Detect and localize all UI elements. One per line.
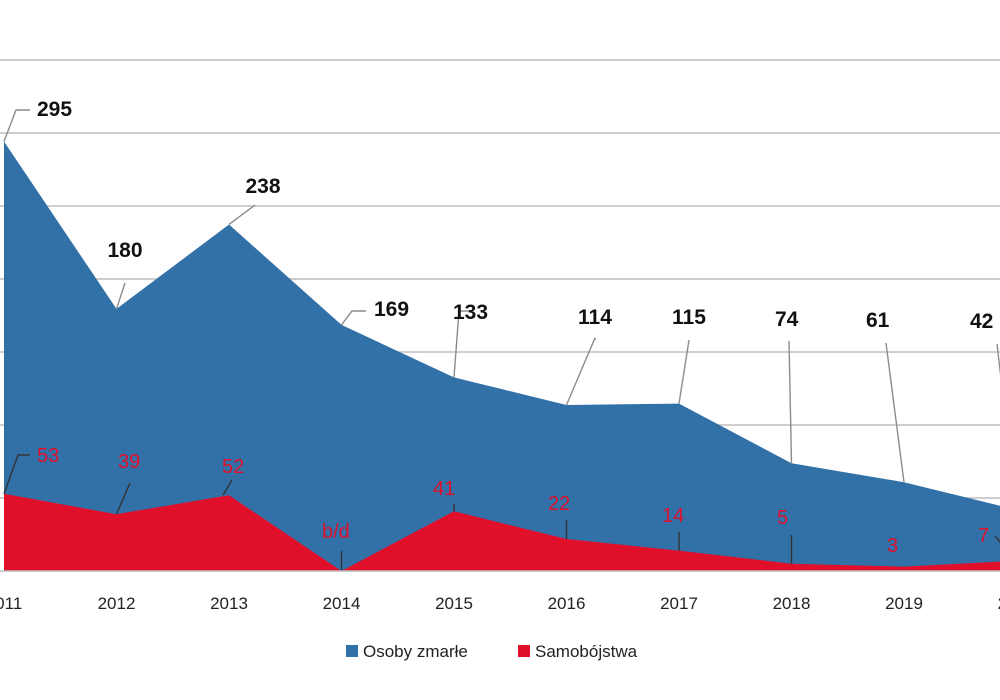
data-label-osoby-2017: 115 <box>672 306 706 329</box>
legend-label-osoby-zmarle: Osoby zmarłe <box>363 642 468 661</box>
data-label-samobojstwa-2015: 41 <box>433 478 455 500</box>
leader-line-osoby-2012 <box>115 282 126 310</box>
leader-line-osoby-2018 <box>788 340 793 464</box>
x-tick-label-2019: 2019 <box>885 594 923 613</box>
data-label-osoby-2014: 169 <box>374 298 409 321</box>
x-tick-label-2018: 2018 <box>773 594 811 613</box>
area-series <box>4 141 1000 571</box>
x-tick-label-2016: 2016 <box>548 594 586 613</box>
legend: Osoby zmarłe Samobójstwa <box>346 642 638 661</box>
data-label-samobojstwa-2013: 52 <box>222 456 244 478</box>
area-samobojstwa <box>4 493 1000 571</box>
leader-line-osoby-2014 <box>340 310 366 326</box>
leader-line-samobojstwa-2012 <box>115 482 131 515</box>
x-tick-label-2015: 2015 <box>435 594 473 613</box>
leader-line-samobojstwa-2013 <box>222 479 233 496</box>
data-label-osoby-2012: 180 <box>107 239 142 262</box>
x-axis: 2011 2012 2013 2014 2015 2016 2017 2018 2019 2020 <box>0 570 1000 613</box>
legend-label-samobojstwa: Samobójstwa <box>535 642 638 661</box>
x-tick-label-2014: 2014 <box>323 594 361 613</box>
data-label-osoby-2013: 238 <box>245 175 280 198</box>
data-label-samobojstwa-2014: b/d <box>322 521 350 543</box>
leader-line-osoby-2016 <box>565 337 596 406</box>
x-tick-label-2017: 2017 <box>660 594 698 613</box>
leader-line-osoby-2017 <box>678 339 690 404</box>
legend-swatch-osoby-zmarle <box>346 645 358 657</box>
leader-line-osoby-2019 <box>885 342 905 483</box>
leader-line-samobojstwa-2011 <box>3 454 30 495</box>
data-label-samobojstwa-2016: 22 <box>548 493 570 515</box>
leader-line-osoby-2013 <box>228 204 256 226</box>
data-label-samobojstwa-2017: 14 <box>662 505 684 527</box>
data-label-osoby-2020: 42 <box>970 310 993 333</box>
x-tick-label-2013: 2013 <box>210 594 248 613</box>
data-label-osoby-2018: 74 <box>775 308 799 331</box>
label-leader-lines <box>3 109 1000 571</box>
area-osoby-zmarle <box>4 141 1000 571</box>
data-label-osoby-2015: 133 <box>453 301 488 324</box>
data-label-samobojstwa-2011: 53 <box>37 445 59 467</box>
data-label-osoby-2019: 61 <box>866 309 890 332</box>
legend-swatch-samobojstwa <box>518 645 530 657</box>
data-label-samobojstwa-2019: 3 <box>887 535 898 557</box>
data-label-samobojstwa-2012: 39 <box>118 451 140 473</box>
leader-line-osoby-2015 <box>453 310 472 378</box>
leader-line-osoby-2011 <box>3 109 30 142</box>
x-tick-label-2020: 2020 <box>998 594 1000 613</box>
data-label-osoby-2011: 295 <box>37 98 72 121</box>
x-tick-label-2012: 2012 <box>98 594 136 613</box>
data-label-samobojstwa-2018: 5 <box>777 507 788 529</box>
leader-line-samobojstwa-2020 <box>994 535 1000 543</box>
data-label-osoby-2016: 114 <box>578 306 612 329</box>
x-tick-label-2011: 2011 <box>0 594 22 613</box>
data-label-samobojstwa-2020: 7 <box>978 525 989 547</box>
